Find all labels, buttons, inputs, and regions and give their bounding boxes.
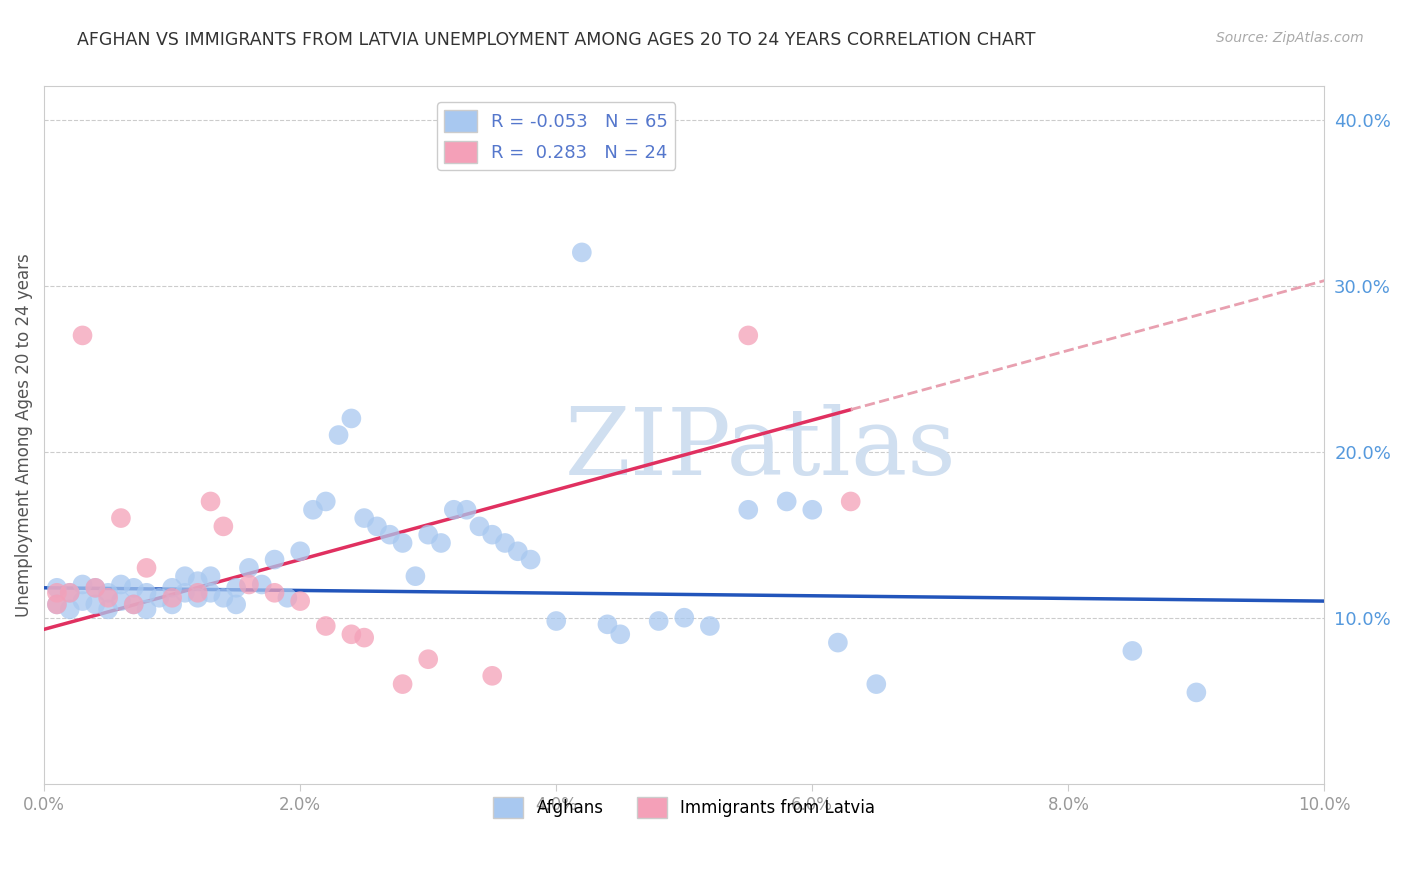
Text: ZIPatlas: ZIPatlas	[565, 404, 957, 494]
Point	[519, 552, 541, 566]
Point	[1185, 685, 1208, 699]
Point	[506, 544, 529, 558]
Point	[72, 577, 94, 591]
Point	[97, 591, 120, 605]
Point	[673, 610, 696, 624]
Point	[225, 581, 247, 595]
Point	[187, 586, 209, 600]
Point	[737, 328, 759, 343]
Point	[596, 617, 619, 632]
Point	[366, 519, 388, 533]
Point	[212, 591, 235, 605]
Point	[174, 586, 197, 600]
Point	[122, 598, 145, 612]
Point	[353, 631, 375, 645]
Point	[59, 586, 82, 600]
Point	[45, 586, 67, 600]
Point	[160, 591, 183, 605]
Point	[776, 494, 799, 508]
Point	[276, 591, 298, 605]
Point	[315, 619, 337, 633]
Point	[263, 586, 285, 600]
Point	[481, 527, 503, 541]
Point	[288, 544, 311, 558]
Point	[801, 502, 824, 516]
Point	[418, 527, 440, 541]
Point	[110, 577, 132, 591]
Point	[59, 602, 82, 616]
Point	[238, 561, 260, 575]
Point	[827, 635, 849, 649]
Point	[699, 619, 721, 633]
Point	[340, 627, 363, 641]
Point	[135, 586, 157, 600]
Point	[72, 594, 94, 608]
Point	[378, 527, 401, 541]
Point	[135, 602, 157, 616]
Point	[225, 598, 247, 612]
Point	[571, 245, 593, 260]
Point	[404, 569, 426, 583]
Point	[84, 581, 107, 595]
Point	[494, 536, 516, 550]
Point	[315, 494, 337, 508]
Point	[160, 598, 183, 612]
Point	[135, 561, 157, 575]
Point	[97, 586, 120, 600]
Point	[174, 569, 197, 583]
Point	[250, 577, 273, 591]
Point	[59, 586, 82, 600]
Legend: Afghans, Immigrants from Latvia: Afghans, Immigrants from Latvia	[486, 790, 882, 824]
Point	[418, 652, 440, 666]
Point	[45, 581, 67, 595]
Point	[353, 511, 375, 525]
Point	[443, 502, 465, 516]
Point	[45, 598, 67, 612]
Point	[84, 581, 107, 595]
Point	[200, 586, 222, 600]
Point	[391, 536, 413, 550]
Point	[391, 677, 413, 691]
Point	[212, 519, 235, 533]
Point	[122, 598, 145, 612]
Text: Source: ZipAtlas.com: Source: ZipAtlas.com	[1216, 31, 1364, 45]
Point	[110, 511, 132, 525]
Point	[1121, 644, 1143, 658]
Point	[187, 574, 209, 589]
Point	[340, 411, 363, 425]
Point	[110, 594, 132, 608]
Point	[546, 614, 568, 628]
Point	[238, 577, 260, 591]
Point	[737, 502, 759, 516]
Point	[45, 598, 67, 612]
Point	[839, 494, 862, 508]
Y-axis label: Unemployment Among Ages 20 to 24 years: Unemployment Among Ages 20 to 24 years	[15, 253, 32, 617]
Point	[187, 591, 209, 605]
Point	[647, 614, 669, 628]
Point	[481, 669, 503, 683]
Point	[288, 594, 311, 608]
Point	[456, 502, 478, 516]
Point	[302, 502, 325, 516]
Point	[865, 677, 887, 691]
Text: AFGHAN VS IMMIGRANTS FROM LATVIA UNEMPLOYMENT AMONG AGES 20 TO 24 YEARS CORRELAT: AFGHAN VS IMMIGRANTS FROM LATVIA UNEMPLO…	[77, 31, 1036, 49]
Point	[200, 569, 222, 583]
Point	[84, 598, 107, 612]
Point	[72, 328, 94, 343]
Point	[263, 552, 285, 566]
Point	[160, 581, 183, 595]
Point	[468, 519, 491, 533]
Point	[430, 536, 453, 550]
Point	[97, 602, 120, 616]
Point	[328, 428, 350, 442]
Point	[200, 494, 222, 508]
Point	[148, 591, 170, 605]
Point	[122, 581, 145, 595]
Point	[609, 627, 631, 641]
